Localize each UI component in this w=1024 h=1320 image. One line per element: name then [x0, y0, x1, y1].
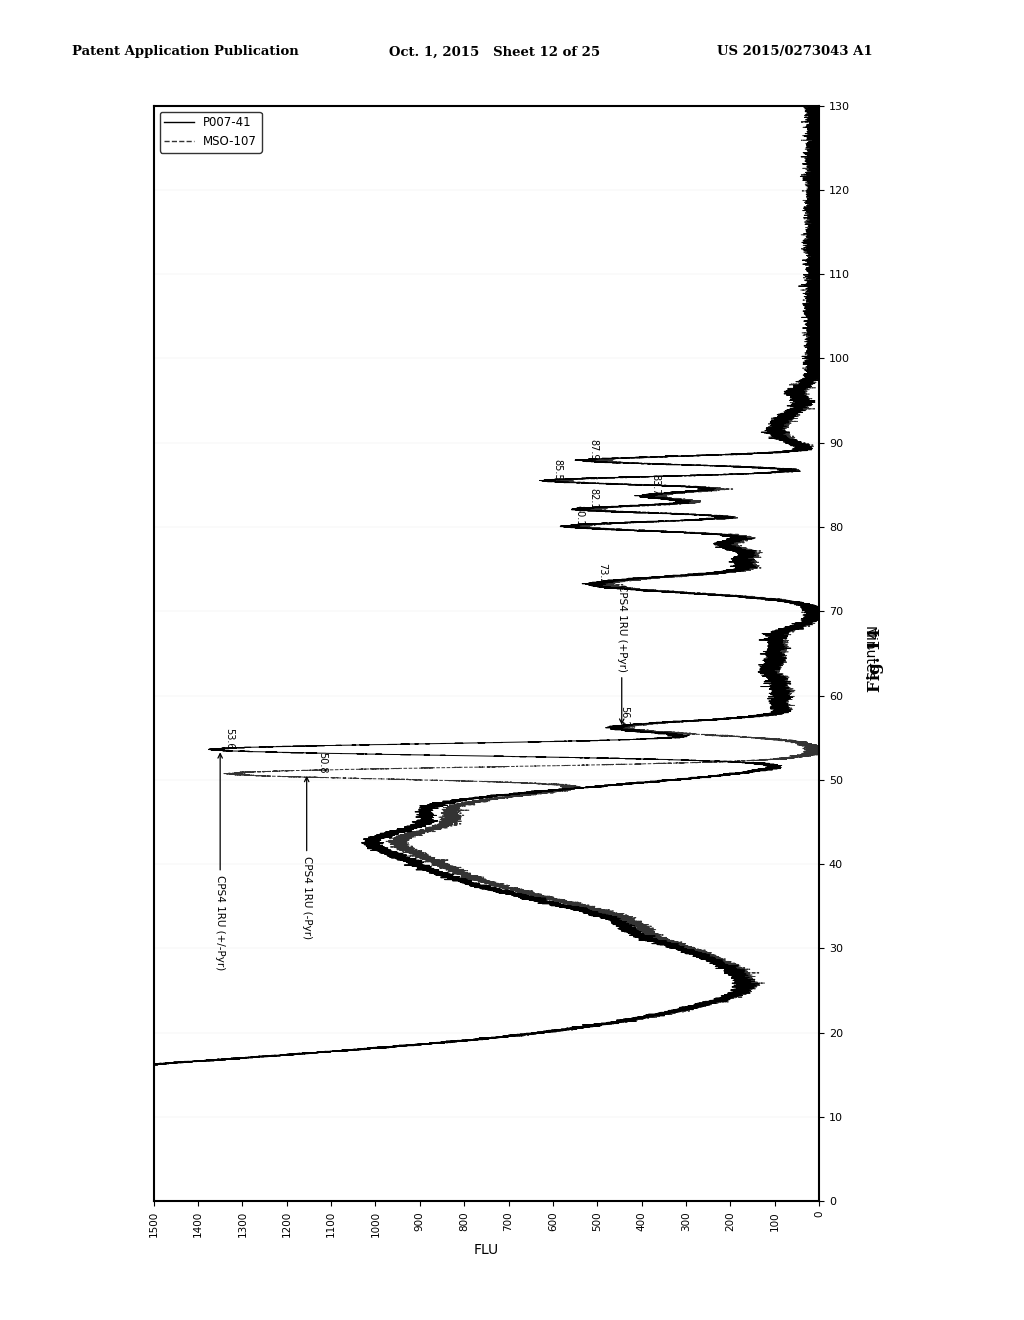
Text: Oct. 1, 2015   Sheet 12 of 25: Oct. 1, 2015 Sheet 12 of 25 — [389, 45, 600, 58]
P007-41 — [805, 354, 817, 370]
P007-41 — [737, 977, 750, 993]
Line: MSO-107: MSO-107 — [154, 106, 819, 1201]
MSO-107 — [812, 354, 824, 370]
Text: CPS4 1RU (-Pyr): CPS4 1RU (-Pyr) — [302, 777, 311, 940]
Text: CPS4 1RU (+Pyr): CPS4 1RU (+Pyr) — [616, 585, 627, 723]
MSO-107 — [739, 977, 752, 993]
Text: CPS4 1RU (+/-Pyr): CPS4 1RU (+/-Pyr) — [215, 754, 225, 970]
P007-41 — [805, 98, 817, 114]
X-axis label: FLU: FLU — [474, 1242, 499, 1257]
Text: 73.2: 73.2 — [597, 562, 607, 585]
Text: 80.1: 80.1 — [574, 504, 585, 527]
MSO-107 — [147, 1122, 160, 1138]
MSO-107 — [813, 176, 825, 191]
Y-axis label: Minutes: Minutes — [861, 626, 876, 681]
Text: 56.2: 56.2 — [618, 706, 629, 727]
MSO-107 — [147, 1193, 160, 1209]
P007-41 — [810, 176, 822, 191]
P007-41 — [147, 1131, 160, 1147]
Legend: P007-41, MSO-107: P007-41, MSO-107 — [160, 111, 262, 153]
Line: P007-41: P007-41 — [154, 106, 819, 1201]
Text: US 2015/0273043 A1: US 2015/0273043 A1 — [717, 45, 872, 58]
Text: 83.7: 83.7 — [650, 474, 660, 496]
Text: 53.6: 53.6 — [224, 727, 234, 750]
Text: 87.9: 87.9 — [588, 440, 598, 461]
MSO-107 — [147, 1131, 160, 1147]
Text: 82.1: 82.1 — [588, 488, 598, 510]
MSO-107 — [811, 98, 823, 114]
Text: Patent Application Publication: Patent Application Publication — [72, 45, 298, 58]
Text: 50.8: 50.8 — [317, 751, 328, 774]
Text: Fig. 14: Fig. 14 — [867, 628, 884, 692]
MSO-107 — [773, 627, 785, 643]
P007-41 — [147, 1122, 160, 1138]
P007-41 — [147, 1193, 160, 1209]
P007-41 — [767, 627, 779, 643]
Text: 85.5: 85.5 — [552, 459, 562, 480]
